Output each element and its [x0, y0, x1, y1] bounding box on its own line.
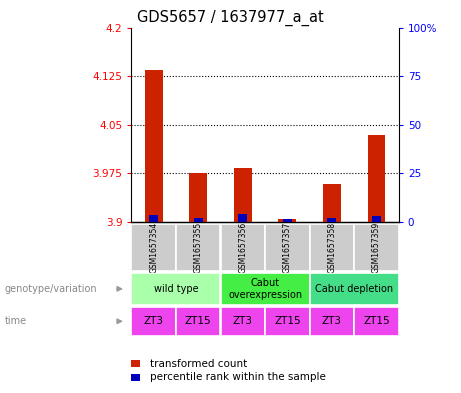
Bar	[310, 307, 354, 336]
Bar	[220, 307, 265, 336]
Text: ZT15: ZT15	[185, 316, 212, 326]
Bar	[367, 134, 385, 222]
Bar	[176, 307, 220, 336]
Bar	[327, 218, 337, 222]
Text: ZT15: ZT15	[363, 316, 390, 326]
Text: GSM1657359: GSM1657359	[372, 222, 381, 273]
Bar	[372, 216, 381, 222]
Bar	[323, 184, 341, 222]
Text: Cabut depletion: Cabut depletion	[315, 284, 393, 294]
Bar	[234, 168, 252, 222]
Text: ZT3: ZT3	[144, 316, 164, 326]
Text: ZT3: ZT3	[322, 316, 342, 326]
Bar	[131, 360, 140, 367]
Bar	[131, 224, 176, 271]
Bar	[354, 307, 399, 336]
Text: GSM1657354: GSM1657354	[149, 222, 158, 273]
Text: ZT3: ZT3	[233, 316, 253, 326]
Bar	[176, 224, 220, 271]
Text: transformed count: transformed count	[150, 358, 247, 369]
Text: genotype/variation: genotype/variation	[5, 284, 97, 294]
Bar	[354, 224, 399, 271]
Text: GSM1657358: GSM1657358	[327, 222, 337, 273]
Bar	[131, 307, 176, 336]
Bar	[265, 307, 310, 336]
Text: time: time	[5, 316, 27, 326]
Text: Cabut
overexpression: Cabut overexpression	[228, 278, 302, 299]
Bar	[278, 219, 296, 222]
Bar	[238, 214, 247, 222]
Bar	[220, 224, 265, 271]
Bar	[310, 224, 354, 271]
Text: percentile rank within the sample: percentile rank within the sample	[150, 372, 326, 382]
Text: wild type: wild type	[154, 284, 198, 294]
Bar	[131, 374, 140, 381]
Text: GSM1657357: GSM1657357	[283, 222, 292, 273]
Bar	[220, 273, 310, 305]
Text: GSM1657356: GSM1657356	[238, 222, 247, 273]
Text: GSM1657355: GSM1657355	[194, 222, 203, 273]
Bar	[194, 218, 203, 222]
Bar	[283, 219, 292, 222]
Bar	[131, 273, 220, 305]
Bar	[149, 215, 158, 222]
Bar	[310, 273, 399, 305]
Text: ZT15: ZT15	[274, 316, 301, 326]
Bar	[189, 173, 207, 222]
Bar	[265, 224, 310, 271]
Bar	[145, 70, 163, 222]
Text: GDS5657 / 1637977_a_at: GDS5657 / 1637977_a_at	[137, 10, 324, 26]
